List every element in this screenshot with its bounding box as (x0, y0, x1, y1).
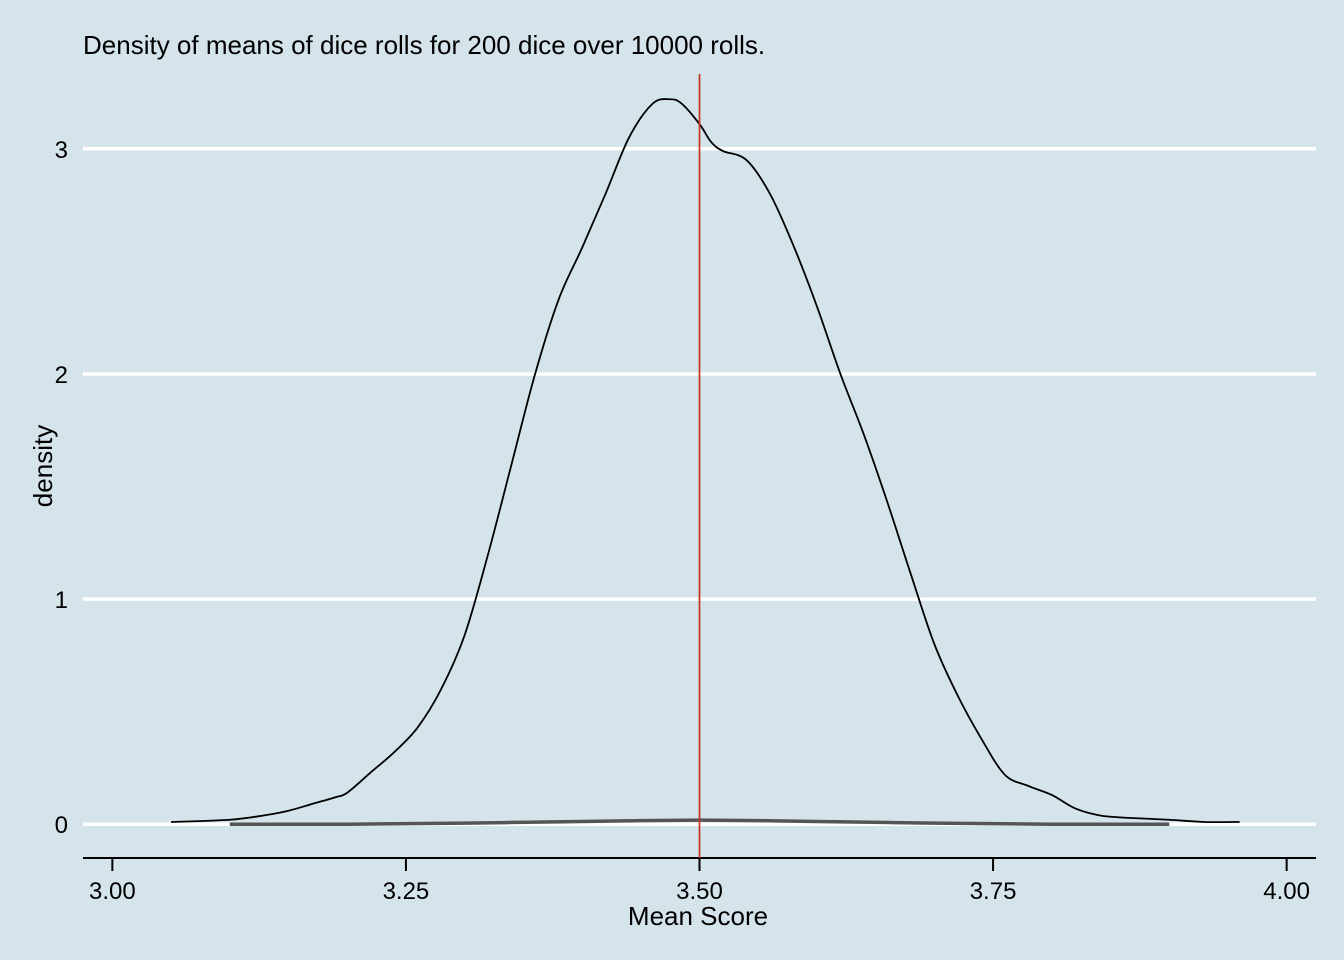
chart-title: Density of means of dice rolls for 200 d… (83, 30, 765, 60)
x-axis: 3.00 3.25 3.50 3.75 4.00 (83, 857, 1316, 905)
x-tick-label: 3.00 (89, 878, 136, 905)
y-tick-label: 0 (55, 812, 68, 839)
y-axis-ticks: 0 1 2 3 (55, 137, 68, 839)
y-tick-label: 1 (55, 587, 68, 614)
series-density-line (171, 98, 1240, 824)
x-tick-label: 3.25 (383, 878, 430, 905)
x-axis-label: Mean Score (628, 901, 768, 931)
y-tick-label: 3 (55, 137, 68, 164)
x-tick-label: 3.75 (970, 878, 1017, 905)
x-tick-label: 4.00 (1263, 878, 1310, 905)
y-axis-label: density (28, 425, 58, 507)
x-tick-label: 3.50 (676, 878, 723, 905)
y-tick-label: 2 (55, 362, 68, 389)
plot-series (171, 74, 1240, 858)
